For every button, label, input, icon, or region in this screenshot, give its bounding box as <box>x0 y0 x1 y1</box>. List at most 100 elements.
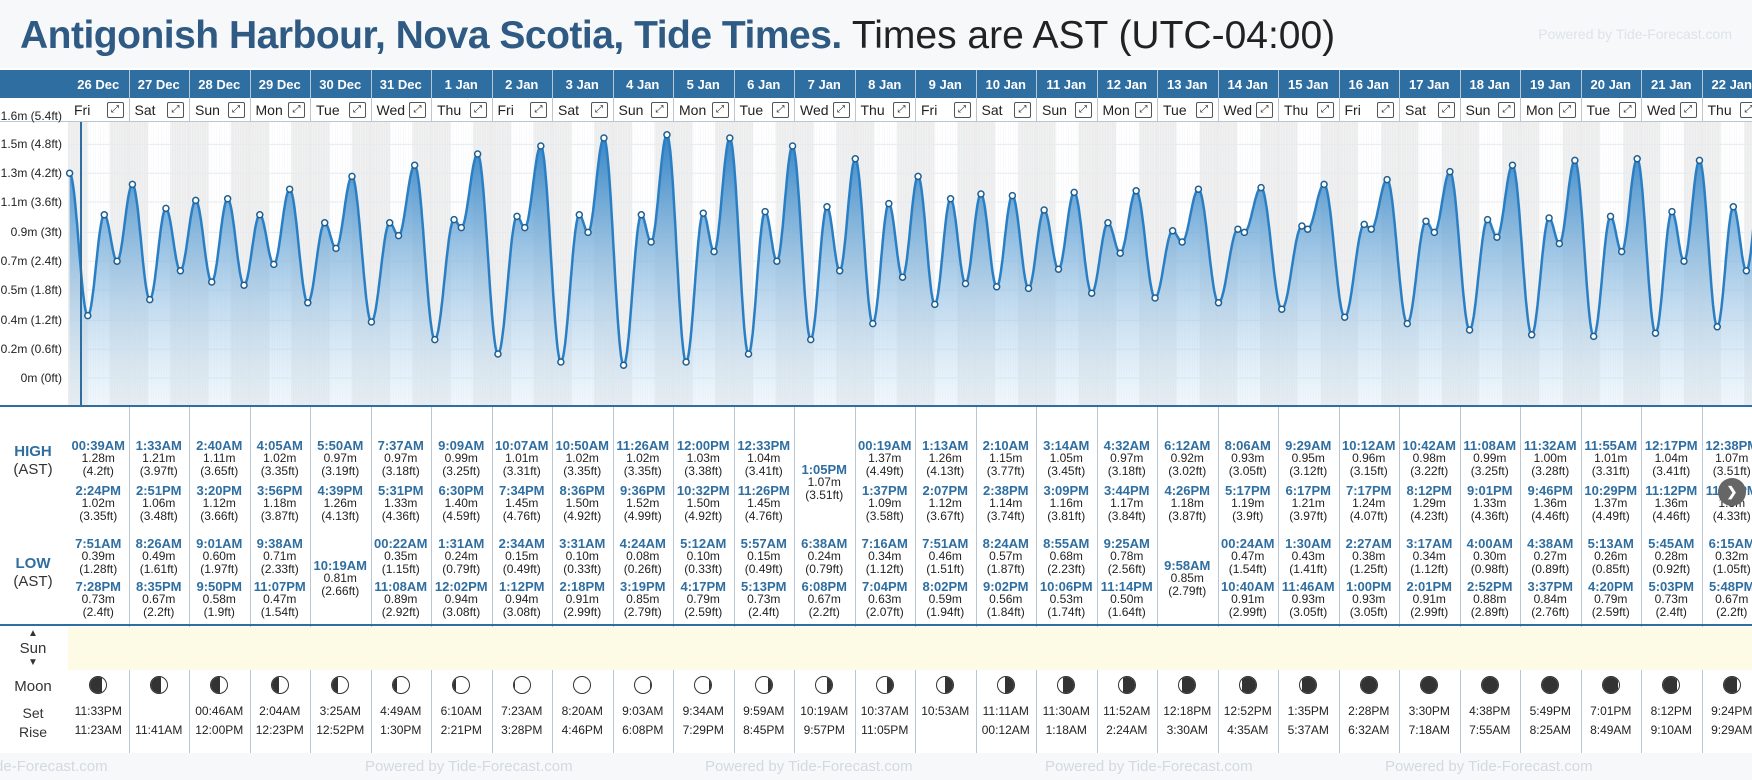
high-tide-height-ft: (3.9ft) <box>1232 509 1264 523</box>
expand-day-icon[interactable]: ⤢ <box>832 102 850 118</box>
date-header-23: 18 Jan <box>1469 77 1510 92</box>
high-tide-time: 9:01PM <box>1466 484 1513 498</box>
date-header-19: 14 Jan <box>1227 77 1268 92</box>
expand-day-icon[interactable]: ⤢ <box>1498 102 1515 118</box>
moonrise-time: 12:23PM <box>255 723 304 737</box>
sun-expand-down-icon[interactable]: ▼ <box>28 657 38 668</box>
high-tide-entry: 12:33PM 1.04m (3.41ft) <box>734 439 795 478</box>
low-tide-entry: 11:46AM 0.93m (3.05ft) <box>1278 580 1339 619</box>
tide-extreme-dot <box>1151 294 1159 302</box>
expand-day-icon[interactable]: ⤢ <box>469 102 487 118</box>
low-tide-time: 6:08PM <box>801 580 848 594</box>
low-tide-time: 2:34AM <box>498 537 545 551</box>
tide-extreme-dot <box>961 279 970 288</box>
moonset-time: 12:18PM <box>1163 704 1212 718</box>
expand-day-icon[interactable]: ⤢ <box>1377 102 1394 118</box>
expand-day-icon[interactable]: ⤢ <box>288 102 305 118</box>
tide-forecast-strip[interactable]: 26 Dec Fri ⤢ 00:39AM 1.28m (4.2ft) 2:24PM 1.02m… <box>0 68 1752 753</box>
expand-day-icon[interactable]: ⤢ <box>1437 102 1455 118</box>
low-tide-time: 7:04PM <box>861 580 908 594</box>
low-tide-entry: 8:35PM 0.67m (2.2ft) <box>129 580 190 619</box>
expand-day-icon[interactable]: ⤢ <box>711 102 729 118</box>
scroll-right-icon[interactable]: ❯ <box>1718 478 1746 506</box>
date-header-16: 11 Jan <box>1046 77 1087 92</box>
tide-extreme-dot <box>1680 257 1688 265</box>
weekday-label: Sun <box>618 102 644 118</box>
date-header-27: 22 Jan <box>1711 77 1752 92</box>
low-tide-time: 7:16AM <box>861 537 908 551</box>
moonrise-time: 7:55AM <box>1469 723 1511 737</box>
high-tide-height-ft: (4.33ft) <box>1712 509 1751 523</box>
expand-day-icon[interactable]: ⤢ <box>590 102 608 118</box>
low-tide-entry: 2:18PM 0.91m (2.99ft) <box>552 580 613 619</box>
high-tide-height-ft: (3.74ft) <box>986 509 1025 523</box>
low-tide-height-m: 0.34m <box>1412 549 1446 563</box>
date-header-3: 29 Dec <box>258 77 301 92</box>
powered-by-watermark: Powered by Tide-Forecast.com <box>1538 26 1732 42</box>
expand-day-icon[interactable]: ⤢ <box>1014 102 1031 118</box>
column-divider <box>1036 70 1037 753</box>
high-tide-height-ft: (3.66ft) <box>200 509 239 523</box>
low-tide-entry: 1:31AM 0.24m (0.79ft) <box>431 537 492 576</box>
expand-day-icon[interactable]: ⤢ <box>651 102 668 118</box>
high-tide-height-ft: (4.92ft) <box>684 509 723 523</box>
tide-extreme-dot <box>1168 227 1177 235</box>
expand-day-icon[interactable]: ⤢ <box>1740 102 1752 118</box>
y-axis-label: 1.3m (4.2ft) <box>0 166 62 181</box>
low-tide-height-m: 0.60m <box>202 549 236 563</box>
low-tide-height-ft: (1.97ft) <box>200 562 239 576</box>
weekday-cell-17: Mon ⤢ <box>1097 98 1158 122</box>
low-tide-height-m: 0.56m <box>989 592 1023 606</box>
high-tide-entry: 3:44PM 1.17m (3.84ft) <box>1097 484 1158 523</box>
tide-extreme-dot <box>1422 217 1430 225</box>
low-tide-time: 3:37PM <box>1527 580 1574 594</box>
date-header-21: 16 Jan <box>1348 77 1389 92</box>
expand-day-icon[interactable]: ⤢ <box>1558 102 1576 118</box>
expand-day-icon[interactable]: ⤢ <box>1195 102 1213 118</box>
tide-extreme-dot <box>744 350 753 358</box>
low-tide-height-ft: (2.99ft) <box>1228 605 1267 619</box>
expand-day-icon[interactable]: ⤢ <box>530 102 547 118</box>
high-tide-height-ft: (3.84ft) <box>1107 509 1146 523</box>
expand-day-icon[interactable]: ⤢ <box>1316 102 1334 118</box>
expand-day-icon[interactable]: ⤢ <box>893 102 910 118</box>
expand-day-icon[interactable]: ⤢ <box>1256 102 1273 118</box>
high-tide-height-ft: (4.13ft) <box>321 509 360 523</box>
low-tide-time: 11:14PM <box>1100 580 1153 594</box>
date-header-18: 13 Jan <box>1167 77 1208 92</box>
expand-day-icon[interactable]: ⤢ <box>1679 102 1697 118</box>
moonrise-time: 7:29PM <box>682 723 724 737</box>
tide-extreme-dot <box>575 211 584 219</box>
low-tide-time: 5:13AM <box>1587 537 1634 551</box>
tide-extreme-dot <box>885 199 893 208</box>
y-axis-label: 0.7m (2.4ft) <box>0 254 62 269</box>
high-tide-height-ft: (3.65ft) <box>200 464 239 478</box>
expand-day-icon[interactable]: ⤢ <box>409 102 426 118</box>
weekday-cell-1: Sat ⤢ <box>129 98 190 122</box>
expand-day-icon[interactable]: ⤢ <box>953 102 971 118</box>
high-tide-entry: 5:31PM 1.33m (4.36ft) <box>371 484 432 523</box>
expand-day-icon[interactable]: ⤢ <box>227 102 245 118</box>
tide-extreme-dot <box>494 350 502 358</box>
tide-extreme-dot <box>162 204 170 213</box>
high-tide-height-ft: (4.13ft) <box>926 464 965 478</box>
expand-day-icon[interactable]: ⤢ <box>772 102 789 118</box>
low-tide-height-ft: (1.05ft) <box>1712 562 1751 576</box>
weekday-label: Mon <box>255 102 283 118</box>
expand-day-icon[interactable]: ⤢ <box>1135 102 1152 118</box>
expand-day-icon[interactable]: ⤢ <box>1074 102 1092 118</box>
date-header-24: 19 Jan <box>1530 77 1571 92</box>
expand-day-icon[interactable]: ⤢ <box>1619 102 1636 118</box>
sun-expand-up-icon[interactable]: ▲ <box>28 628 38 639</box>
high-tide-time: 11:26PM <box>737 484 790 498</box>
y-axis-label: 0.9m (3ft) <box>10 225 62 240</box>
low-tide-entry: 11:14PM 0.50m (1.64ft) <box>1097 580 1158 619</box>
tide-extreme-dot <box>1729 203 1738 211</box>
date-header-14: 9 Jan <box>928 77 962 92</box>
footer-watermarks: Powered by Tide-Forecast.com Powered by … <box>0 753 1752 780</box>
high-tide-time: 2:40AM <box>196 439 243 453</box>
expand-day-icon[interactable]: ⤢ <box>106 102 124 118</box>
expand-day-icon[interactable]: ⤢ <box>348 102 366 118</box>
high-tide-height-m: 1.04m <box>1654 451 1688 465</box>
expand-day-icon[interactable]: ⤢ <box>167 102 184 118</box>
